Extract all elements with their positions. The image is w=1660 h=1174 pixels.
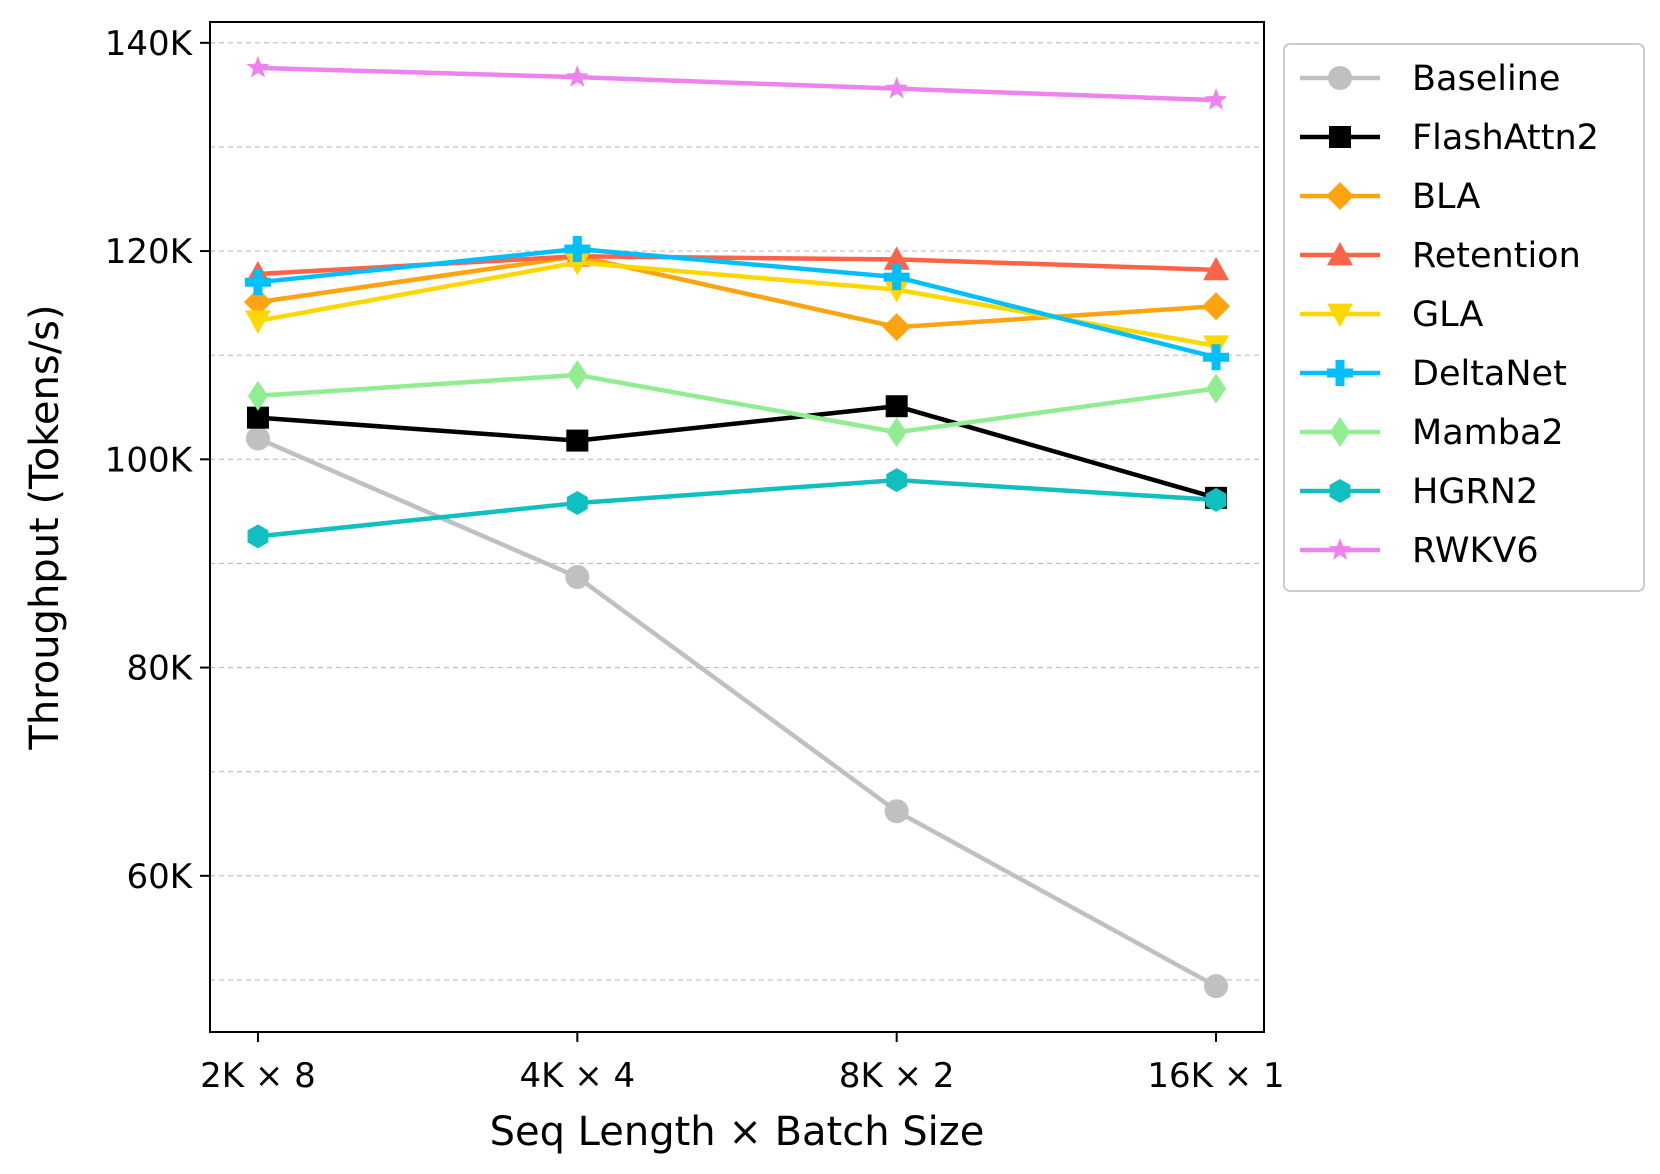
x-tick-label: 8K × 2 — [839, 1056, 955, 1096]
point-marker — [886, 468, 908, 493]
point-marker — [566, 429, 589, 452]
series-rwkv6 — [246, 55, 1228, 110]
point-marker — [882, 313, 911, 342]
series-deltanet — [244, 235, 1230, 371]
legend-entry-baseline: Baseline — [1300, 59, 1560, 99]
legend-label: RWKV6 — [1412, 531, 1539, 571]
legend-entry-mamba2: Mamba2 — [1300, 413, 1564, 453]
plot-frame — [209, 21, 1265, 1033]
point-marker — [567, 359, 588, 390]
point-marker — [1328, 538, 1352, 560]
point-marker — [1327, 360, 1353, 386]
point-marker — [883, 246, 910, 270]
legend-label: Retention — [1412, 236, 1581, 276]
point-marker — [243, 288, 272, 317]
y-tick-label: 60K — [126, 857, 193, 897]
point-marker — [884, 799, 909, 824]
legend-entry-rwkv6: RWKV6 — [1300, 531, 1539, 571]
point-marker — [1327, 242, 1353, 266]
x-tick-label: 4K × 4 — [519, 1056, 635, 1096]
series-line-hgrn2 — [255, 477, 1219, 539]
series-line-mamba2 — [255, 372, 1219, 435]
point-marker — [246, 55, 270, 78]
point-marker — [247, 524, 269, 549]
point-marker — [1329, 126, 1351, 148]
series-baseline — [245, 426, 1229, 999]
series-line-baseline — [255, 436, 1219, 989]
point-marker — [244, 310, 271, 334]
point-marker — [564, 235, 591, 262]
y-tick-label: 120K — [105, 232, 194, 272]
point-marker — [565, 65, 589, 87]
legend-entry-retention: Retention — [1300, 236, 1581, 276]
point-marker — [1330, 417, 1350, 447]
point-marker — [1328, 66, 1352, 90]
series-line-rwkv6 — [255, 65, 1219, 103]
legend-label: Mamba2 — [1412, 413, 1564, 453]
x-tick-label: 16K × 1 — [1147, 1056, 1284, 1096]
point-marker — [564, 252, 591, 276]
point-marker — [1326, 182, 1354, 210]
point-marker — [1204, 88, 1228, 110]
gridlines — [210, 42, 1264, 981]
y-tick-label: 80K — [126, 649, 193, 689]
point-marker — [244, 269, 271, 296]
y-tick-label: 140K — [105, 24, 194, 64]
point-marker — [245, 426, 270, 451]
point-marker — [566, 491, 588, 516]
point-marker — [1203, 256, 1230, 281]
point-marker — [1204, 974, 1229, 999]
legend-label: FlashAttn2 — [1412, 118, 1599, 158]
point-marker — [886, 417, 907, 448]
legend-entry-flashattn2: FlashAttn2 — [1300, 118, 1599, 158]
x-tick-label: 2K × 8 — [200, 1056, 316, 1096]
point-marker — [247, 380, 268, 411]
legend-label: DeltaNet — [1412, 354, 1567, 394]
legend: Baseline FlashAttn2 BLA Retention GLA DeltaNe… — [1283, 43, 1645, 592]
point-marker — [885, 395, 908, 418]
legend-label: Baseline — [1412, 59, 1560, 99]
point-marker — [1206, 373, 1227, 404]
point-marker — [1327, 303, 1353, 327]
point-marker — [1205, 487, 1227, 512]
legend-entry-deltanet: DeltaNet — [1300, 354, 1567, 394]
point-marker — [1329, 479, 1351, 503]
x-axis-title: Seq Length × Batch Size — [490, 1109, 985, 1155]
point-marker — [883, 264, 910, 291]
series-hgrn2 — [247, 468, 1227, 549]
point-marker — [1203, 344, 1230, 371]
point-marker — [1202, 292, 1231, 321]
series-mamba2 — [247, 359, 1227, 448]
series-lines — [243, 55, 1231, 999]
point-marker — [885, 76, 909, 99]
point-marker — [565, 564, 590, 589]
legend-label: BLA — [1412, 177, 1480, 217]
legend-label: HGRN2 — [1412, 472, 1538, 512]
legend-entry-hgrn2: HGRN2 — [1300, 472, 1538, 512]
point-marker — [246, 406, 269, 429]
legend-entry-bla: BLA — [1300, 177, 1480, 217]
legend-entry-gla: GLA — [1300, 295, 1483, 335]
axes: 60K 80K 100K 120K 140K 2K × 8 4K × 4 8K × 2 16K … — [105, 24, 1285, 1096]
y-axis-title: Throughput (Tokens/s) — [22, 304, 68, 750]
series-line-flashattn2 — [255, 403, 1219, 501]
y-tick-label: 100K — [105, 440, 194, 480]
legend-box — [1283, 43, 1645, 592]
series-line-deltanet — [255, 246, 1219, 360]
point-marker — [883, 279, 910, 303]
legend-label: GLA — [1412, 295, 1483, 335]
